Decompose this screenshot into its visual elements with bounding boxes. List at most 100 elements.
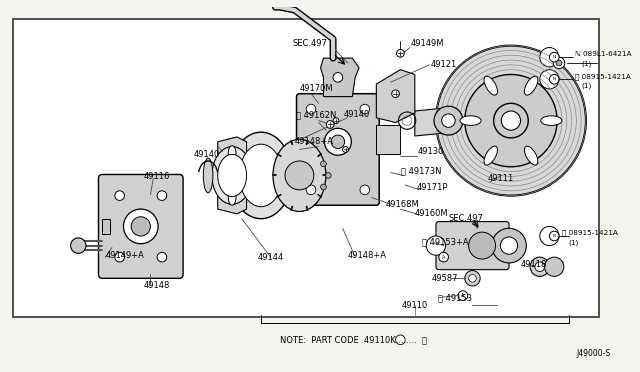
Ellipse shape — [228, 145, 236, 161]
Circle shape — [468, 232, 495, 259]
Polygon shape — [376, 70, 415, 122]
Ellipse shape — [460, 116, 481, 125]
Circle shape — [426, 236, 445, 255]
Circle shape — [392, 90, 399, 97]
Circle shape — [397, 49, 404, 57]
Text: 49121: 49121 — [430, 60, 456, 69]
Ellipse shape — [273, 140, 326, 211]
Circle shape — [360, 185, 370, 195]
Circle shape — [439, 252, 449, 262]
Text: 49148+A: 49148+A — [294, 137, 333, 146]
Circle shape — [321, 184, 326, 190]
Circle shape — [324, 128, 351, 155]
Ellipse shape — [239, 144, 283, 207]
Circle shape — [549, 74, 559, 84]
Circle shape — [436, 46, 586, 196]
Circle shape — [360, 104, 370, 114]
Polygon shape — [415, 108, 444, 136]
Text: 49140: 49140 — [344, 110, 370, 119]
Ellipse shape — [212, 147, 252, 204]
Text: (1): (1) — [582, 83, 592, 89]
Circle shape — [545, 257, 564, 276]
Circle shape — [530, 257, 549, 276]
FancyBboxPatch shape — [436, 222, 509, 270]
Ellipse shape — [230, 132, 292, 219]
Ellipse shape — [541, 116, 562, 125]
Polygon shape — [376, 125, 401, 154]
Circle shape — [70, 238, 86, 253]
Circle shape — [549, 52, 559, 62]
Text: Ⓐ 49153: Ⓐ 49153 — [438, 293, 472, 302]
Circle shape — [500, 237, 518, 254]
Circle shape — [396, 335, 405, 344]
Text: NOTE:  PART CODE  49110K........  Ⓐ: NOTE: PART CODE 49110K........ Ⓐ — [280, 335, 427, 344]
Text: 49140: 49140 — [194, 150, 220, 159]
Circle shape — [493, 103, 528, 138]
Circle shape — [331, 135, 344, 148]
Text: 49149+A: 49149+A — [105, 251, 144, 260]
Text: (1): (1) — [568, 240, 579, 246]
Circle shape — [326, 121, 334, 128]
Text: 49148: 49148 — [143, 282, 170, 291]
Circle shape — [549, 231, 559, 241]
Text: Ⓐ 08915-1421A: Ⓐ 08915-1421A — [575, 73, 631, 80]
Text: 49116: 49116 — [143, 172, 170, 181]
Text: Ⓐ 49173N: Ⓐ 49173N — [401, 166, 442, 175]
Circle shape — [285, 161, 314, 190]
Text: Ⓐ 08915-1421A: Ⓐ 08915-1421A — [562, 230, 618, 237]
Text: SEC.497: SEC.497 — [449, 214, 483, 223]
Text: N: N — [553, 234, 556, 238]
Circle shape — [325, 173, 331, 178]
Text: 49170M: 49170M — [300, 84, 333, 93]
Circle shape — [535, 262, 545, 272]
Text: 49171P: 49171P — [417, 183, 448, 192]
Text: 49110: 49110 — [402, 301, 428, 310]
Circle shape — [540, 70, 559, 89]
Ellipse shape — [524, 146, 538, 165]
Circle shape — [157, 252, 167, 262]
Circle shape — [540, 48, 559, 67]
Circle shape — [321, 161, 326, 167]
Circle shape — [458, 291, 468, 301]
Text: N: N — [553, 55, 556, 59]
Text: A: A — [442, 255, 445, 260]
Circle shape — [131, 217, 150, 236]
Polygon shape — [321, 58, 359, 97]
Circle shape — [442, 114, 455, 127]
FancyBboxPatch shape — [99, 174, 183, 278]
Circle shape — [492, 228, 526, 263]
Circle shape — [306, 104, 316, 114]
Ellipse shape — [484, 146, 497, 165]
Circle shape — [540, 227, 559, 246]
Ellipse shape — [204, 158, 213, 193]
Text: N: N — [553, 77, 556, 81]
Text: 49130: 49130 — [418, 147, 444, 156]
Text: 49168M: 49168M — [386, 200, 420, 209]
Circle shape — [553, 57, 564, 69]
Circle shape — [115, 191, 124, 201]
Polygon shape — [218, 137, 246, 214]
Text: Ⓐ 49153+A: Ⓐ 49153+A — [422, 237, 468, 246]
Circle shape — [465, 74, 557, 167]
Circle shape — [124, 209, 158, 244]
Text: A: A — [461, 293, 465, 298]
Text: 49587: 49587 — [432, 274, 459, 283]
Ellipse shape — [218, 154, 246, 196]
Circle shape — [306, 185, 316, 195]
Text: Ⓐ 49162N: Ⓐ 49162N — [296, 110, 336, 119]
Text: ℕ 089L1-6421A: ℕ 089L1-6421A — [575, 51, 632, 57]
Circle shape — [434, 106, 463, 135]
Text: SEC.497: SEC.497 — [292, 39, 328, 48]
Circle shape — [468, 275, 476, 282]
Circle shape — [342, 147, 348, 153]
Text: J49000-S: J49000-S — [576, 349, 611, 358]
Text: 49149M: 49149M — [411, 39, 444, 48]
Text: (1): (1) — [582, 61, 592, 67]
Circle shape — [157, 191, 167, 201]
Circle shape — [501, 111, 520, 130]
Bar — [13, 19, 600, 317]
Text: 49118: 49118 — [520, 260, 547, 269]
FancyBboxPatch shape — [296, 94, 380, 205]
Circle shape — [115, 252, 124, 262]
Circle shape — [465, 270, 480, 286]
